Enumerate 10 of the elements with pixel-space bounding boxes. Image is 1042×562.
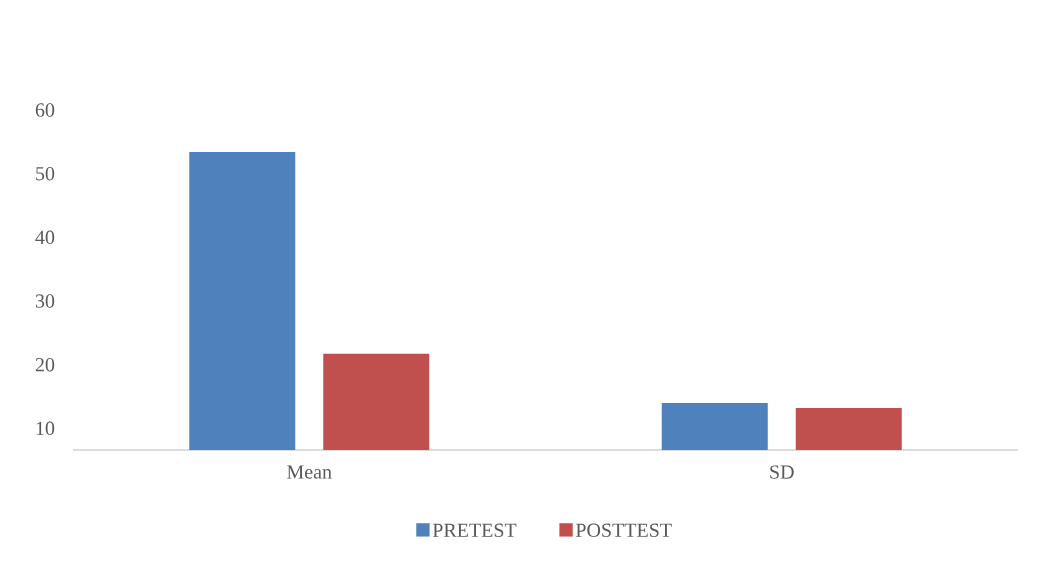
y-tick-label: 10 xyxy=(36,421,55,436)
legend-label: POSTTEST xyxy=(575,523,672,538)
y-tick-label: 40 xyxy=(35,230,55,245)
legend-label: PRETEST xyxy=(432,523,517,538)
x-tick-label: SD xyxy=(770,465,794,479)
y-tick-label: 60 xyxy=(35,103,55,117)
x-tick-label: Mean xyxy=(287,465,332,479)
y-tick-label: 50 xyxy=(36,166,55,181)
y-tick-label: 20 xyxy=(35,357,55,372)
y-tick-label: 30 xyxy=(35,294,55,308)
